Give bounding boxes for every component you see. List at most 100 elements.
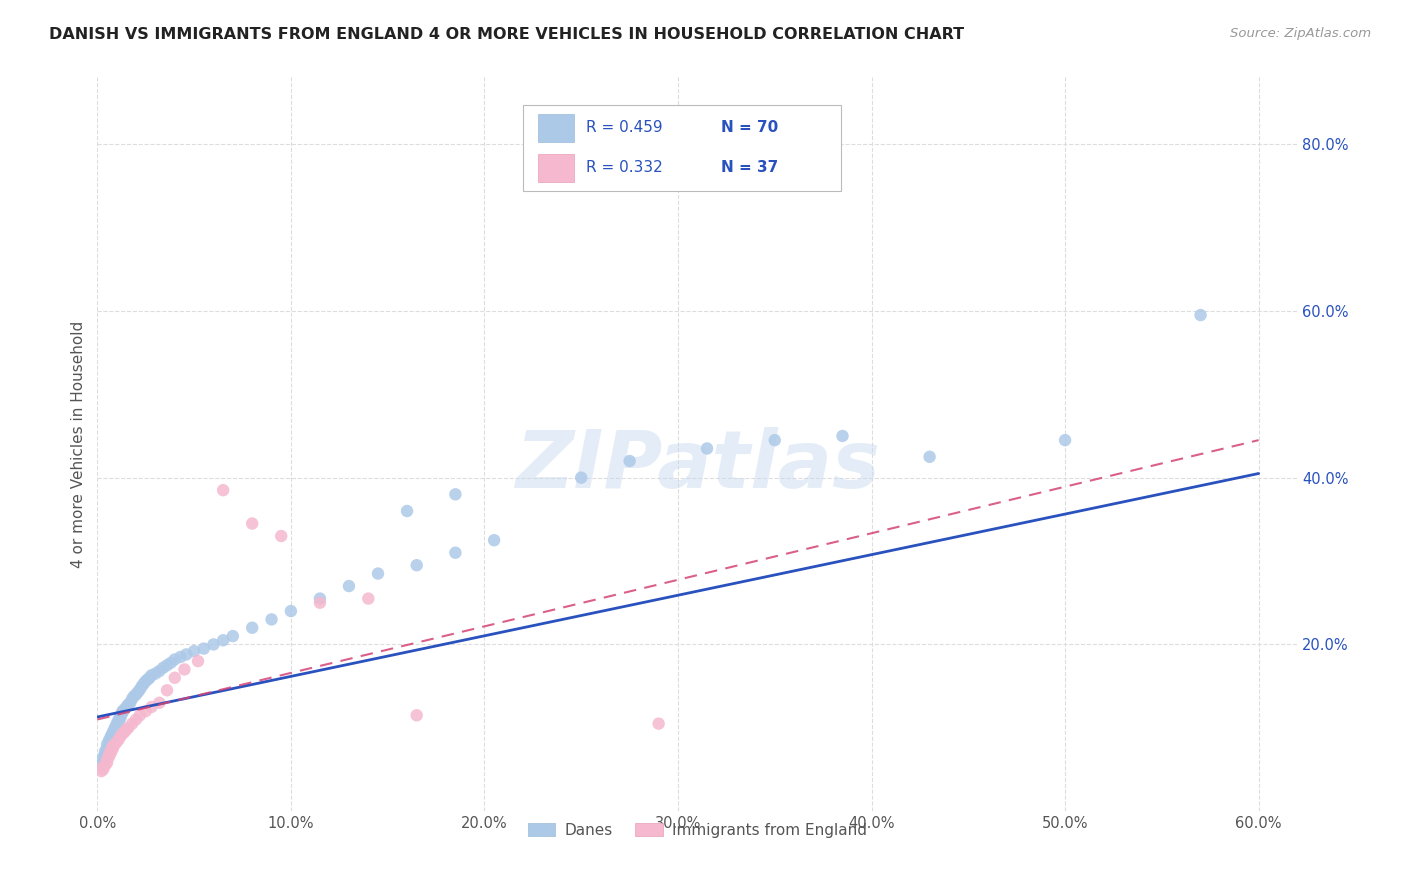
Point bbox=[405, 558, 427, 573]
Point bbox=[100, 743, 122, 757]
Point bbox=[163, 671, 186, 685]
Point bbox=[97, 747, 120, 762]
Point bbox=[187, 654, 209, 668]
Point bbox=[212, 483, 235, 498]
Point bbox=[90, 758, 112, 772]
Point bbox=[222, 629, 245, 643]
Point bbox=[115, 700, 138, 714]
Point bbox=[96, 752, 118, 766]
Point bbox=[1054, 433, 1077, 447]
Point bbox=[91, 750, 114, 764]
Text: DANISH VS IMMIGRANTS FROM ENGLAND 4 OR MORE VEHICLES IN HOUSEHOLD CORRELATION CH: DANISH VS IMMIGRANTS FROM ENGLAND 4 OR M… bbox=[49, 27, 965, 42]
Point bbox=[94, 747, 117, 762]
Point bbox=[97, 750, 120, 764]
Point bbox=[91, 763, 114, 777]
Point bbox=[337, 579, 360, 593]
FancyBboxPatch shape bbox=[523, 104, 841, 191]
Point bbox=[270, 529, 292, 543]
Point bbox=[127, 685, 149, 699]
Point bbox=[91, 760, 114, 774]
Legend: Danes, Immigrants from England: Danes, Immigrants from England bbox=[522, 816, 873, 844]
Point bbox=[90, 764, 112, 779]
Point bbox=[111, 726, 134, 740]
Point bbox=[104, 721, 127, 735]
Point bbox=[156, 658, 179, 673]
Point bbox=[104, 738, 127, 752]
Point bbox=[107, 732, 129, 747]
Point bbox=[260, 612, 283, 626]
Point bbox=[94, 744, 117, 758]
Point bbox=[125, 688, 148, 702]
Y-axis label: 4 or more Vehicles in Household: 4 or more Vehicles in Household bbox=[72, 321, 86, 568]
Point bbox=[136, 673, 159, 687]
Point bbox=[131, 679, 153, 693]
Point bbox=[1189, 308, 1212, 322]
Point bbox=[107, 713, 129, 727]
Point bbox=[101, 739, 124, 753]
Point bbox=[100, 731, 122, 745]
Point bbox=[117, 721, 139, 735]
Point bbox=[141, 700, 163, 714]
Point bbox=[105, 716, 128, 731]
Point bbox=[138, 671, 160, 685]
Point bbox=[105, 735, 128, 749]
Text: Source: ZipAtlas.com: Source: ZipAtlas.com bbox=[1230, 27, 1371, 40]
Point bbox=[114, 702, 136, 716]
Point bbox=[696, 442, 718, 456]
Point bbox=[156, 683, 179, 698]
Point bbox=[176, 648, 198, 662]
Point bbox=[444, 546, 467, 560]
Point bbox=[121, 716, 143, 731]
Point bbox=[111, 704, 134, 718]
Point bbox=[120, 696, 142, 710]
Point bbox=[193, 641, 215, 656]
Point bbox=[100, 746, 122, 760]
Point bbox=[152, 661, 174, 675]
Point bbox=[121, 691, 143, 706]
Text: R = 0.459: R = 0.459 bbox=[586, 120, 662, 136]
Point bbox=[309, 591, 332, 606]
Point bbox=[145, 666, 167, 681]
Point bbox=[831, 429, 853, 443]
Point bbox=[100, 729, 122, 743]
Point bbox=[482, 533, 505, 548]
Point bbox=[97, 736, 120, 750]
Point bbox=[101, 725, 124, 739]
Point bbox=[183, 644, 205, 658]
Point bbox=[148, 696, 170, 710]
Point bbox=[163, 652, 186, 666]
Point bbox=[240, 516, 263, 531]
Point bbox=[117, 698, 139, 712]
Point bbox=[135, 674, 157, 689]
Point bbox=[619, 454, 641, 468]
Point bbox=[763, 433, 786, 447]
Point bbox=[141, 668, 163, 682]
Point bbox=[105, 719, 128, 733]
Point bbox=[444, 487, 467, 501]
Point bbox=[96, 741, 118, 756]
Point bbox=[202, 637, 225, 651]
Point bbox=[96, 738, 118, 752]
Point bbox=[160, 656, 183, 670]
Point bbox=[132, 676, 155, 690]
Point bbox=[148, 664, 170, 678]
Point bbox=[114, 725, 136, 739]
Point bbox=[125, 713, 148, 727]
Point bbox=[111, 706, 134, 720]
Point bbox=[110, 729, 132, 743]
Point bbox=[918, 450, 941, 464]
Point bbox=[309, 596, 332, 610]
Point bbox=[104, 723, 127, 737]
Point bbox=[91, 754, 114, 768]
Point bbox=[395, 504, 418, 518]
Point bbox=[129, 682, 152, 697]
Point bbox=[94, 758, 117, 772]
Point bbox=[357, 591, 380, 606]
Bar bbox=[537, 153, 574, 182]
Point bbox=[96, 756, 118, 770]
Point bbox=[405, 708, 427, 723]
Point bbox=[169, 649, 191, 664]
Text: N = 37: N = 37 bbox=[721, 161, 779, 176]
Point bbox=[647, 716, 669, 731]
Point bbox=[135, 704, 157, 718]
